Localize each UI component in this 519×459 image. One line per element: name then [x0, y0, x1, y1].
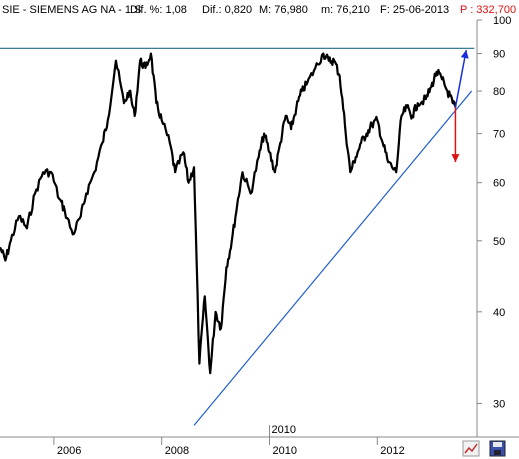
header-symbol: SIE - SIEMENS AG NA - 1 S	[2, 4, 141, 16]
save-icon[interactable]	[489, 440, 506, 457]
header-min: m: 76,210	[321, 4, 370, 16]
y-tick-label: 60	[493, 178, 505, 190]
y-tick-label: 80	[493, 86, 505, 98]
y-tick-label: 70	[493, 129, 505, 141]
header-max: M: 76,980	[259, 4, 308, 16]
price-series-line	[0, 52, 457, 375]
y-tick-label: 40	[493, 307, 505, 319]
x-marker-label: 2010	[271, 424, 295, 436]
x-tick-label: 2010	[272, 445, 296, 457]
chart-type-icon[interactable]	[462, 440, 480, 457]
arrow-up-head	[460, 50, 469, 59]
y-tick-label: 30	[493, 398, 505, 410]
support-trendline	[193, 90, 473, 426]
header-date: F: 25-06-2013	[380, 4, 449, 16]
y-tick-label: 100	[493, 15, 511, 27]
arrow-up-shaft	[454, 49, 467, 108]
header-dif: Dif.: 0,820	[202, 4, 252, 16]
x-tick-label: 2006	[57, 445, 81, 457]
x-tick-label: 2012	[380, 445, 404, 457]
arrow-down-head	[451, 154, 460, 163]
y-tick-label: 90	[493, 49, 505, 61]
header-price: P : 332,700	[460, 4, 516, 16]
x-tick-label: 2008	[165, 445, 189, 457]
header-dif-pct: Dif. %: 1,08	[130, 4, 187, 16]
y-tick-label: 50	[493, 236, 505, 248]
